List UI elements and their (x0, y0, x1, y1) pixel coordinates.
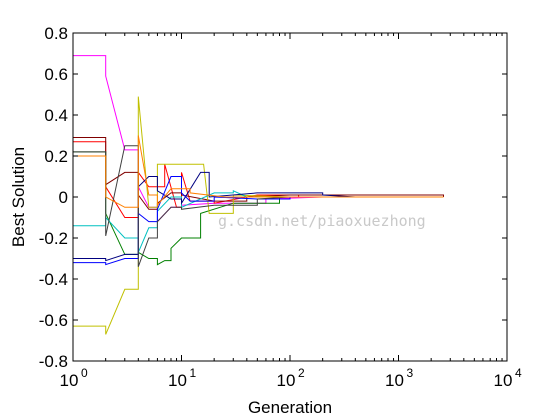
y-axis-title: Best Solution (9, 147, 28, 247)
series-line-10 (73, 135, 444, 208)
y-tick-label: 0 (59, 188, 68, 207)
y-tick-label: 0.8 (44, 24, 68, 43)
y-tick-label: 0.6 (44, 65, 68, 84)
y-tick-label: -0.2 (39, 229, 68, 248)
labels-layer: Generation Best Solution (9, 147, 332, 417)
x-tick-label: 10 (494, 371, 513, 390)
y-tick-label: 0.2 (44, 147, 68, 166)
x-tick-label: 10 (60, 371, 79, 390)
series-line-6 (73, 190, 444, 253)
x-tick-exponent: 1 (190, 366, 197, 380)
watermark-layer: g.csdn.net/piaoxuezhong (218, 212, 426, 230)
series-layer (73, 55, 444, 335)
watermark-text: g.csdn.net/piaoxuezhong (218, 212, 426, 230)
series-line-4 (73, 151, 444, 266)
series-line-7 (73, 171, 444, 262)
y-tick-label: 0.4 (44, 106, 68, 125)
x-axis-title: Generation (248, 398, 332, 417)
y-tick-label: -0.4 (39, 270, 68, 289)
x-tick-label: 10 (385, 371, 404, 390)
series-line-9 (73, 145, 444, 267)
x-tick-exponent: 0 (81, 366, 88, 380)
x-tick-label: 10 (277, 371, 296, 390)
y-tick-label: -0.8 (39, 352, 68, 371)
x-tick-exponent: 3 (407, 366, 414, 380)
series-line-2 (73, 141, 444, 218)
x-tick-exponent: 4 (515, 366, 522, 380)
x-tick-label: 10 (168, 371, 187, 390)
y-tick-label: -0.6 (39, 311, 68, 330)
x-tick-exponent: 2 (298, 366, 305, 380)
axes-layer: -0.8-0.6-0.4-0.200.20.40.60.810 0 10 1 10 2 10… (39, 24, 522, 390)
